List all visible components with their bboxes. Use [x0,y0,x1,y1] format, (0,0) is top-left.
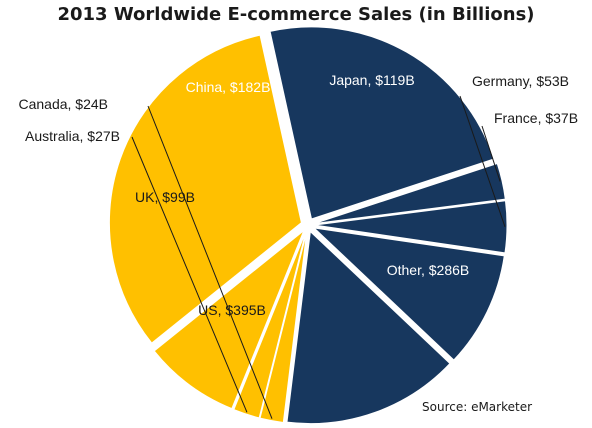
pie-slice-4 [269,26,495,220]
chart-source: Source: eMarketer [422,400,533,414]
leader-line-5 [481,125,501,182]
chart-title: 2013 Worldwide E-commerce Sales (in Bill… [57,4,535,25]
slice-label-8: China, $182B [186,79,271,95]
leader-line-1 [131,136,248,413]
slice-label-3: US, $395B [198,302,266,318]
pie-slice-2 [153,229,306,410]
slice-label-7: Japan, $119B [329,72,414,88]
slice-label-6: Germany, $53B [472,73,569,89]
slice-label-1: Australia, $27B [25,128,120,144]
pie-slice-0 [259,231,308,424]
slice-label-0: Canada, $24B [18,96,108,112]
slice-label-2: UK, $99B [135,189,195,205]
pie-slice-7 [312,227,505,361]
pie-slice-8 [286,230,451,425]
slice-label-5: France, $37B [494,110,578,126]
leader-line-0 [147,105,273,419]
slice-labels: Canada, $24B Australia, $27B UK, $99B US, $… [18,72,578,318]
leader-lines [131,95,506,419]
slice-label-4: Other, $286B [387,262,470,278]
pie-slices [108,26,508,425]
leader-line-6 [459,95,506,227]
pie-slice-6 [314,200,508,254]
pie-slice-3 [108,34,302,344]
pie-slice-1 [233,231,307,419]
pie-slice-5 [314,162,506,224]
